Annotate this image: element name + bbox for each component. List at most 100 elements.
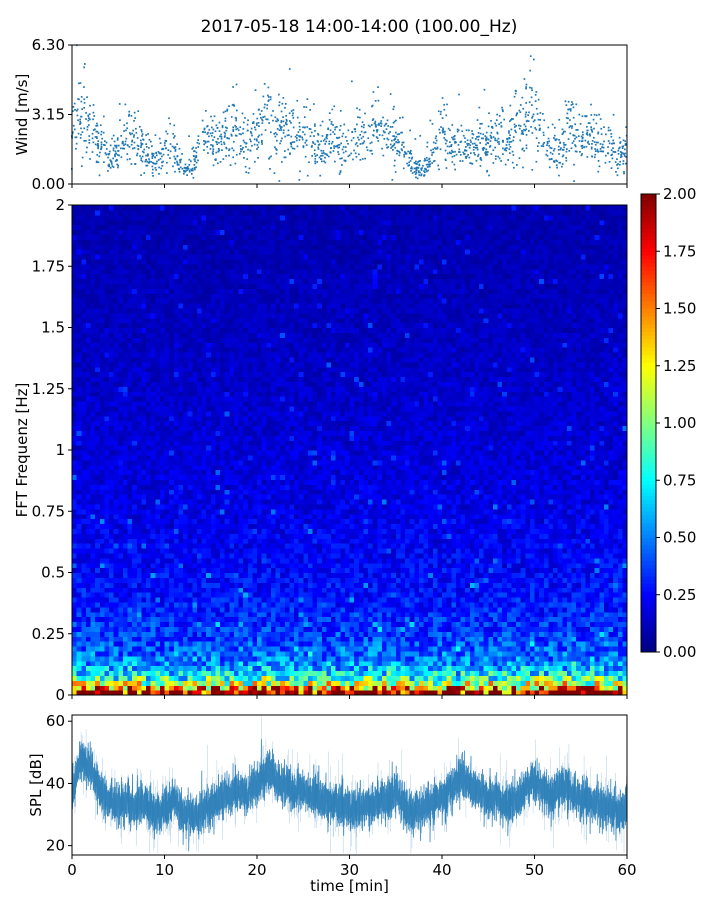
wind-point xyxy=(570,147,573,150)
spectrogram-cell xyxy=(215,464,221,471)
spectrogram-cell xyxy=(113,680,119,686)
wind-point xyxy=(290,142,292,144)
spectrogram-cell xyxy=(164,312,170,319)
wind-point xyxy=(94,143,97,146)
spectrogram-cell xyxy=(210,660,216,667)
wind-point xyxy=(565,157,567,159)
spectrogram-cell xyxy=(169,528,175,534)
wind-point xyxy=(224,120,227,122)
spectrogram-cell xyxy=(72,474,78,480)
spectrogram-cell xyxy=(178,499,184,505)
spectrogram-cell xyxy=(159,626,166,632)
spectrogram-cell xyxy=(132,352,138,358)
spectrogram-cell xyxy=(109,312,115,319)
wind-point xyxy=(88,113,91,115)
spectrogram-cell xyxy=(196,440,203,446)
spectrogram-cell xyxy=(104,572,110,578)
wind-point xyxy=(577,135,580,137)
spectrogram-cell xyxy=(118,513,124,520)
spectrogram-cell xyxy=(90,543,96,549)
spectrogram-cell xyxy=(196,381,203,387)
spectrogram-cell xyxy=(210,670,216,676)
spectrogram-cell xyxy=(136,361,142,368)
spectrogram-cell xyxy=(164,366,170,373)
spectrogram-cell xyxy=(159,621,166,627)
wind-point xyxy=(391,126,394,128)
spectrogram-cell xyxy=(146,258,152,265)
wind-point xyxy=(76,114,79,117)
spectrogram-cell xyxy=(173,665,179,672)
wind-point xyxy=(264,129,267,131)
wind-point xyxy=(569,125,572,127)
wind-point xyxy=(372,118,375,120)
wind-point xyxy=(94,136,97,138)
spectrogram-cell xyxy=(113,538,119,544)
wind-point xyxy=(572,140,575,143)
spectrogram-cell xyxy=(187,254,193,260)
spectrogram-cell xyxy=(99,273,105,280)
wind-point xyxy=(96,124,99,127)
wind-point xyxy=(98,155,101,158)
spectrogram-cell xyxy=(95,611,101,618)
wind-point xyxy=(103,115,105,118)
spectrogram-cell xyxy=(136,435,142,441)
wind-point xyxy=(77,119,79,122)
spectrogram-cell xyxy=(178,214,184,221)
spectrogram-cell xyxy=(127,660,133,667)
wind-point xyxy=(571,142,574,144)
wind-point xyxy=(221,126,224,129)
wind-point xyxy=(140,144,143,147)
spectrogram-cell xyxy=(109,675,115,681)
wind-point xyxy=(470,141,472,143)
wind-point xyxy=(393,139,396,141)
spectrogram-cell xyxy=(210,577,216,583)
wind-point xyxy=(231,147,234,150)
wind-point xyxy=(539,127,541,130)
spectrogram-cell xyxy=(146,616,152,623)
wind-point xyxy=(542,134,545,137)
spectrogram-cell xyxy=(206,450,212,456)
wind-point xyxy=(515,113,518,115)
spectrogram-cell xyxy=(141,474,147,480)
spectrogram-cell xyxy=(81,337,87,343)
spectrogram-cell xyxy=(178,533,184,539)
spectrogram-cell xyxy=(192,229,198,235)
spectrogram-cell xyxy=(118,450,124,456)
wind-point xyxy=(276,128,279,130)
spectrogram-cell xyxy=(196,263,203,270)
wind-point xyxy=(144,160,147,163)
spectrogram-cell xyxy=(164,557,170,564)
spectrogram-cell xyxy=(81,685,87,691)
spectrogram-cell xyxy=(99,312,105,319)
wind-point xyxy=(250,140,252,143)
spectrogram-cell xyxy=(122,254,129,260)
spectrogram-cell xyxy=(173,415,179,422)
wind-point xyxy=(428,157,431,160)
spectrogram-cell xyxy=(81,440,87,446)
spectrogram-cell xyxy=(173,322,179,329)
spectrogram-cell xyxy=(201,533,207,539)
spectrogram-cell xyxy=(113,278,119,284)
spectrogram-cell xyxy=(95,587,101,593)
spectrogram-cell xyxy=(183,293,189,299)
spectrogram-cell xyxy=(150,219,156,226)
spectrogram-cell xyxy=(183,513,189,520)
spectrogram-cell xyxy=(173,572,179,578)
spectrogram-cell xyxy=(76,587,82,593)
spectrogram-cell xyxy=(178,435,184,441)
wind-point xyxy=(312,141,314,143)
spectrogram-cell xyxy=(210,258,216,265)
spectrogram-cell xyxy=(122,352,129,358)
wind-point xyxy=(112,166,115,168)
wind-point xyxy=(215,151,218,154)
spectrogram-cell xyxy=(196,342,203,348)
wind-point xyxy=(608,161,611,163)
spectrogram-cell xyxy=(150,513,156,520)
wind-point xyxy=(192,169,194,172)
wind-point xyxy=(443,108,446,111)
wind-point xyxy=(301,136,303,139)
spectrogram-cell xyxy=(155,371,161,378)
spectrogram-cell xyxy=(146,459,152,466)
wind-point xyxy=(119,119,121,121)
spectrogram-cell xyxy=(155,440,161,446)
